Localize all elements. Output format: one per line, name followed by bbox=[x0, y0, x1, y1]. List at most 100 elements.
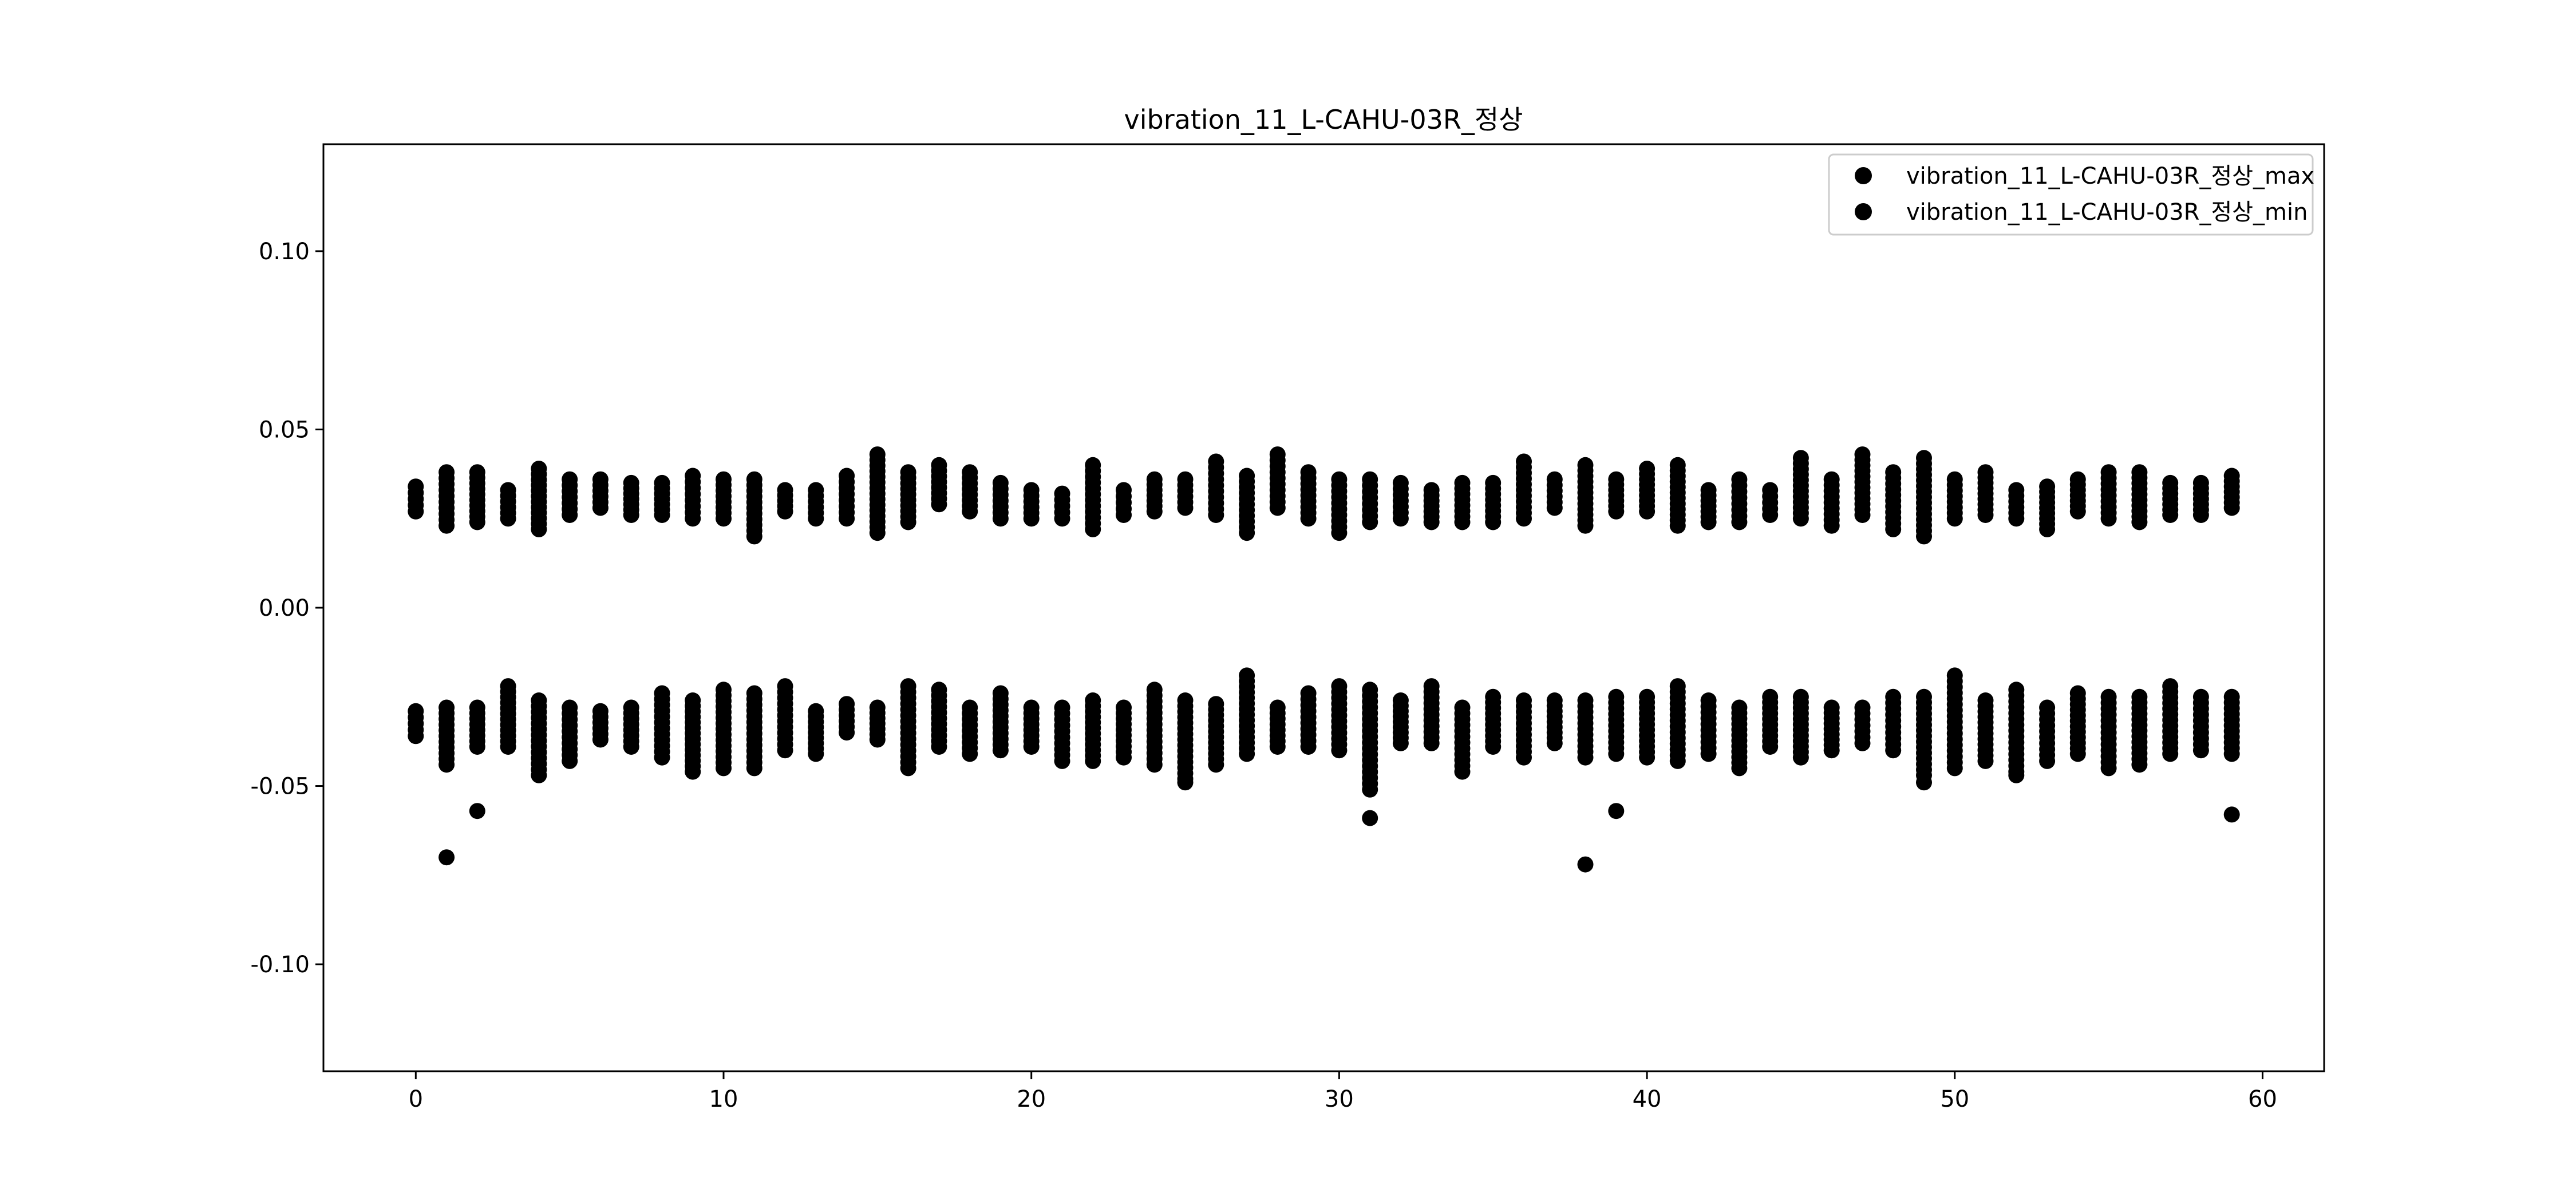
point-min bbox=[562, 699, 578, 716]
point-min bbox=[2008, 682, 2025, 698]
point-max bbox=[1546, 471, 1563, 488]
point-min-outlier bbox=[1608, 803, 1625, 819]
point-min bbox=[1485, 688, 1502, 705]
point-max bbox=[1608, 471, 1625, 488]
point-min bbox=[1146, 682, 1163, 698]
point-min bbox=[1054, 699, 1070, 716]
point-min bbox=[1762, 688, 1779, 705]
x-axis: 0 10 20 30 40 50 60 bbox=[409, 1071, 2277, 1112]
point-min-outlier bbox=[469, 803, 485, 819]
legend[interactable]: vibration_11_L-CAHU-03R_정상_max vibration… bbox=[1828, 153, 2314, 236]
point-min bbox=[1731, 699, 1748, 716]
point-max bbox=[777, 482, 793, 498]
point-min bbox=[1977, 692, 1994, 708]
point-min bbox=[2223, 688, 2240, 705]
point-max bbox=[1362, 471, 1378, 488]
point-max bbox=[1731, 471, 1748, 488]
point-max bbox=[438, 464, 455, 481]
point-min bbox=[1854, 699, 1871, 716]
point-max bbox=[408, 478, 424, 495]
point-min bbox=[1116, 699, 1132, 716]
point-max bbox=[962, 464, 978, 481]
point-max bbox=[1639, 461, 1656, 477]
point-min bbox=[746, 685, 762, 702]
point-min bbox=[2100, 688, 2117, 705]
point-min bbox=[900, 678, 916, 695]
x-tick-label: 60 bbox=[2248, 1086, 2277, 1112]
point-max bbox=[1208, 453, 1224, 470]
point-min bbox=[1208, 696, 1224, 712]
point-max bbox=[1792, 450, 1809, 466]
point-max bbox=[1239, 468, 1255, 484]
point-min-outlier bbox=[1916, 774, 1932, 791]
point-max bbox=[1300, 464, 1317, 481]
point-max bbox=[1454, 474, 1471, 491]
point-min bbox=[500, 678, 516, 695]
point-min-outlier bbox=[1362, 810, 1378, 826]
point-max bbox=[1977, 464, 1994, 481]
plot-frame bbox=[322, 143, 2325, 1072]
point-min bbox=[1392, 692, 1409, 708]
point-min bbox=[1608, 688, 1625, 705]
point-max bbox=[1516, 453, 1532, 470]
point-min bbox=[1823, 699, 1840, 716]
y-tick-label: 0.05 bbox=[259, 417, 310, 443]
point-max bbox=[1423, 482, 1440, 498]
point-min bbox=[962, 699, 978, 716]
point-min bbox=[1300, 685, 1317, 702]
point-min bbox=[1792, 688, 1809, 705]
point-max bbox=[1916, 450, 1932, 466]
point-max bbox=[1700, 482, 1717, 498]
point-max bbox=[531, 461, 547, 477]
legend-marker-min bbox=[1855, 203, 1872, 220]
point-min bbox=[531, 692, 547, 708]
point-min bbox=[1362, 682, 1378, 698]
point-max bbox=[1885, 464, 1902, 481]
point-max bbox=[1054, 485, 1070, 502]
point-max bbox=[592, 471, 609, 488]
point-min bbox=[839, 696, 855, 712]
point-max bbox=[2131, 464, 2148, 481]
y-axis: -0.10 -0.05 0.00 0.05 0.10 bbox=[251, 239, 323, 978]
point-max bbox=[992, 474, 1009, 491]
point-min bbox=[1177, 692, 1194, 708]
point-min bbox=[1239, 667, 1255, 684]
point-min bbox=[2192, 688, 2209, 705]
point-max bbox=[2100, 464, 2117, 481]
point-max bbox=[1577, 457, 1594, 473]
legend-label-min: vibration_11_L-CAHU-03R_정상_min bbox=[1906, 199, 2308, 225]
point-max bbox=[746, 471, 762, 488]
point-max bbox=[1177, 471, 1194, 488]
point-min bbox=[808, 703, 824, 719]
point-min bbox=[1946, 667, 1963, 684]
point-max bbox=[2008, 482, 2025, 498]
point-max bbox=[500, 482, 516, 498]
x-tick-label: 0 bbox=[409, 1086, 423, 1112]
point-min bbox=[716, 682, 732, 698]
x-tick-label: 10 bbox=[709, 1086, 738, 1112]
point-min bbox=[1700, 692, 1717, 708]
point-max bbox=[839, 468, 855, 484]
point-max bbox=[900, 464, 916, 481]
y-tick-label: 0.10 bbox=[259, 239, 310, 265]
point-max bbox=[1485, 474, 1502, 491]
point-max bbox=[869, 446, 886, 463]
y-tick-label: 0.00 bbox=[259, 595, 310, 621]
point-min bbox=[992, 685, 1009, 702]
point-min bbox=[408, 703, 424, 719]
point-max bbox=[1116, 482, 1132, 498]
point-min bbox=[1669, 678, 1686, 695]
x-tick-label: 40 bbox=[1633, 1086, 1662, 1112]
x-tick-label: 50 bbox=[1940, 1086, 1969, 1112]
point-max bbox=[1023, 482, 1040, 498]
point-min-outlier bbox=[2008, 767, 2025, 783]
point-min bbox=[1331, 678, 1348, 695]
point-min bbox=[1639, 688, 1656, 705]
point-max bbox=[931, 457, 947, 473]
point-min bbox=[685, 692, 701, 708]
point-min bbox=[2069, 685, 2086, 702]
point-min bbox=[1085, 692, 1101, 708]
point-min-outlier bbox=[1577, 856, 1594, 873]
point-min-outlier bbox=[1177, 774, 1194, 791]
